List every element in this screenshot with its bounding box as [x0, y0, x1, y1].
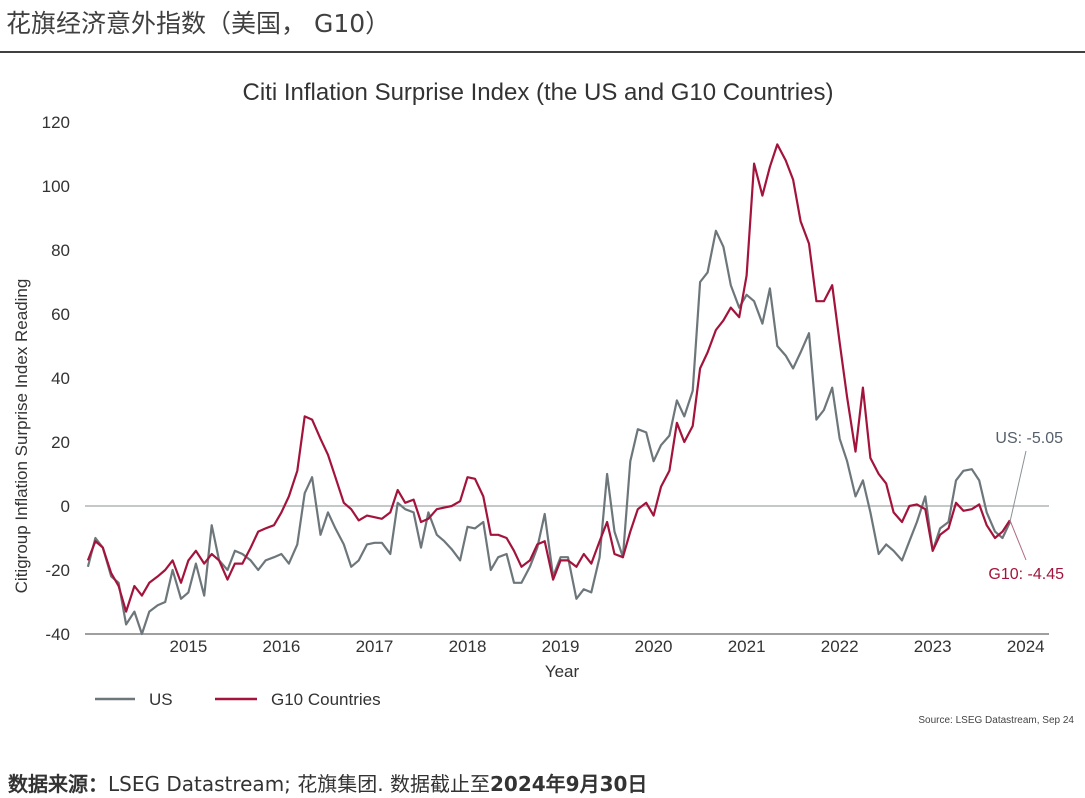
page-title: 花旗经济意外指数（美国， G10） — [6, 9, 391, 38]
x-tick-label: 2018 — [449, 637, 487, 656]
x-tick-label: 2024 — [1007, 637, 1045, 656]
x-tick-label: 2015 — [169, 637, 207, 656]
y-tick-label: 100 — [42, 177, 70, 196]
x-tick-label: 2021 — [728, 637, 766, 656]
footer-date: 2024年9月30日 — [489, 772, 648, 796]
us-annotation-leader — [1009, 450, 1027, 523]
g10-end-annotation: G10: -4.45 — [988, 566, 1064, 583]
y-axis-label: Citigroup Inflation Surprise Index Readi… — [12, 279, 31, 594]
header-divider — [0, 51, 1085, 53]
y-tick-label: 0 — [61, 497, 70, 516]
chart-title: Citi Inflation Surprise Index (the US an… — [243, 79, 834, 106]
footer-label: 数据来源： — [8, 772, 108, 796]
y-tick-label: 20 — [51, 433, 70, 452]
y-tick-label: -20 — [45, 561, 70, 580]
x-tick-label: 2017 — [356, 637, 394, 656]
us-series-line — [86, 229, 1011, 636]
legend: US G10 Countries — [95, 690, 381, 709]
x-tick-label: 2020 — [635, 637, 673, 656]
g10-annotation-leader — [1009, 520, 1027, 561]
y-tick-label: -40 — [45, 625, 70, 644]
y-tick-label: 60 — [51, 305, 70, 324]
x-tick-label: 2023 — [914, 637, 952, 656]
x-tick-label: 2019 — [542, 637, 580, 656]
y-tick-label: 120 — [42, 113, 70, 132]
g10-series-line — [86, 143, 1011, 613]
legend-us-label: US — [149, 690, 173, 709]
inflation-surprise-chart: Citi Inflation Surprise Index (the US an… — [12, 79, 1074, 726]
y-tick-label: 80 — [51, 241, 70, 260]
legend-g10-label: G10 Countries — [271, 690, 381, 709]
x-tick-label: 2022 — [821, 637, 859, 656]
footer-text: LSEG Datastream; 花旗集团. 数据截止至 — [108, 772, 490, 796]
y-tick-label: 40 — [51, 369, 70, 388]
source-note: Source: LSEG Datastream, Sep 24 — [918, 715, 1074, 726]
x-axis-label: Year — [545, 662, 580, 681]
x-tick-label: 2016 — [263, 637, 301, 656]
footer-source: 数据来源：LSEG Datastream; 花旗集团. 数据截止至2024年9月… — [8, 768, 647, 797]
us-end-annotation: US: -5.05 — [995, 430, 1063, 447]
